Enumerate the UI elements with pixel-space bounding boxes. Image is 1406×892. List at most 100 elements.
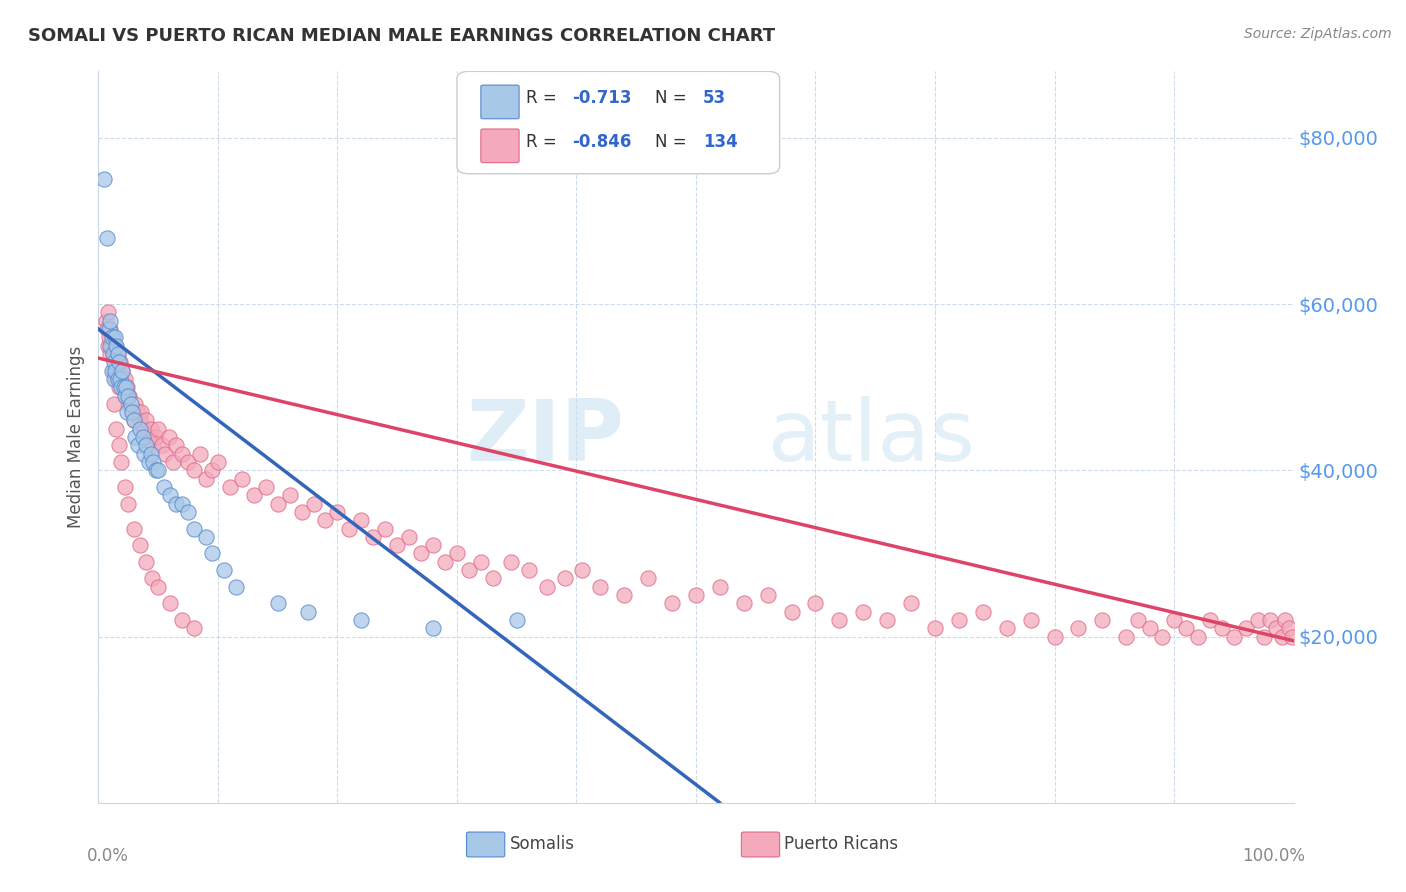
Point (637, 571, 659, 585)
Point (139, 447, 162, 461)
Point (107, 372, 129, 386)
Point (188, 447, 211, 461)
Point (101, 330, 124, 344)
Point (302, 497, 325, 511)
Point (446, 546, 468, 560)
Point (297, 605, 319, 619)
Point (571, 563, 593, 577)
Point (780, 605, 803, 619)
Point (231, 472, 253, 486)
Point (111, 363, 134, 377)
Point (159, 596, 181, 610)
Point (120, 397, 142, 411)
Point (201, 546, 224, 560)
Point (350, 513, 373, 527)
Point (661, 596, 683, 610)
Point (98, 347, 122, 361)
Point (1253, 630, 1275, 644)
Point (148, 580, 170, 594)
Point (98, 330, 121, 344)
Point (100, 338, 122, 352)
Point (685, 588, 707, 602)
Point (105, 338, 128, 352)
Point (97, 305, 120, 319)
Point (112, 380, 135, 394)
Point (105, 372, 128, 386)
Point (422, 538, 444, 552)
Point (385, 538, 409, 552)
Point (98, 338, 122, 352)
Point (142, 455, 165, 469)
Point (924, 621, 946, 635)
Point (124, 521, 146, 535)
Point (115, 380, 138, 394)
Point (1223, 630, 1246, 644)
Point (131, 430, 153, 444)
FancyBboxPatch shape (481, 85, 519, 119)
Point (117, 497, 139, 511)
Point (107, 438, 129, 452)
Text: SOMALI VS PUERTO RICAN MEDIAN MALE EARNINGS CORRELATION CHART: SOMALI VS PUERTO RICAN MEDIAN MALE EARNI… (28, 27, 775, 45)
Text: 134: 134 (703, 133, 738, 151)
Point (142, 438, 165, 452)
Point (110, 380, 132, 394)
Point (267, 497, 290, 511)
Point (554, 571, 576, 585)
Point (107, 347, 129, 361)
Point (350, 613, 373, 627)
Point (536, 580, 558, 594)
Text: N =: N = (655, 133, 692, 151)
Text: Source: ZipAtlas.com: Source: ZipAtlas.com (1244, 27, 1392, 41)
Point (1175, 621, 1198, 635)
Point (1128, 613, 1150, 627)
Point (111, 363, 134, 377)
Point (201, 463, 224, 477)
Text: R =: R = (526, 133, 562, 151)
Point (135, 413, 157, 427)
Point (118, 388, 141, 402)
Point (94, 314, 117, 328)
Point (138, 455, 160, 469)
Point (172, 447, 194, 461)
Point (195, 530, 218, 544)
Point (165, 438, 187, 452)
Text: 100.0%: 100.0% (1243, 847, 1306, 864)
Point (339, 521, 361, 535)
Text: R =: R = (526, 89, 562, 107)
Point (172, 613, 194, 627)
Point (93, 172, 115, 186)
Point (1163, 613, 1185, 627)
FancyBboxPatch shape (741, 832, 780, 857)
Point (434, 555, 457, 569)
Point (1264, 621, 1286, 635)
Y-axis label: Median Male Earnings: Median Male Earnings (67, 346, 86, 528)
Point (326, 505, 349, 519)
Point (709, 580, 731, 594)
Point (112, 380, 135, 394)
Point (124, 430, 146, 444)
Point (315, 513, 337, 527)
Point (96, 322, 118, 336)
Point (108, 372, 131, 386)
Text: 0.0%: 0.0% (87, 847, 128, 864)
Point (1234, 621, 1257, 635)
Point (254, 480, 277, 494)
Point (195, 472, 218, 486)
Point (129, 422, 152, 436)
Point (127, 405, 149, 419)
Point (150, 438, 173, 452)
Point (267, 596, 290, 610)
Point (1281, 630, 1303, 644)
Point (100, 330, 122, 344)
Point (1211, 621, 1233, 635)
Point (828, 613, 851, 627)
Point (132, 422, 155, 436)
Point (148, 463, 170, 477)
Point (103, 397, 125, 411)
Point (132, 447, 155, 461)
Point (114, 388, 136, 402)
Point (145, 430, 167, 444)
Point (219, 480, 242, 494)
Point (1247, 613, 1270, 627)
Point (212, 563, 235, 577)
